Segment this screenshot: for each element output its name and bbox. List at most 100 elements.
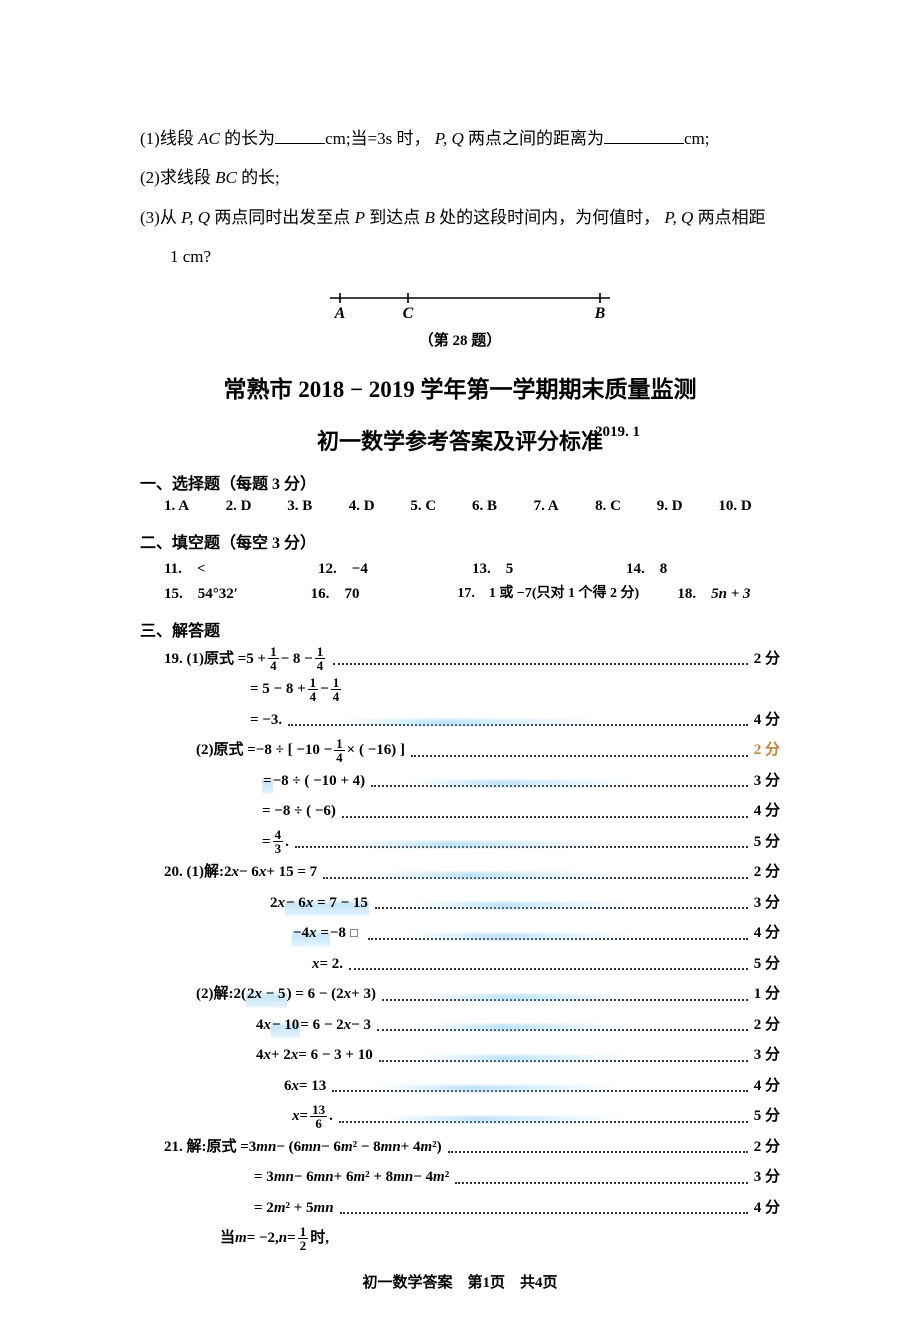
- score-20-1b: 3 分: [754, 889, 780, 918]
- q20-1-expr3: −4x = −8: [140, 919, 362, 948]
- p28-2-post: 的长;: [241, 168, 280, 187]
- dots: [371, 775, 748, 788]
- p28-line1: (1)线段 AC 的长为cm;当=3s 时， P, Q 两点之间的距离为cm;: [140, 120, 780, 157]
- square-marker-icon: [350, 929, 358, 937]
- q19-2-l4: = 43. 5 分: [140, 828, 780, 857]
- p28-3-var4: P, Q: [664, 208, 693, 227]
- q20-1-expr4: x = 2.: [140, 950, 343, 979]
- q19-2-label: (2)原式 =: [140, 736, 256, 765]
- score-19-2c: 4 分: [754, 797, 780, 826]
- score-20-2d: 4 分: [754, 1072, 780, 1101]
- page-container: (1)线段 AC 的长为cm;当=3s 时， P, Q 两点之间的距离为cm; …: [0, 0, 920, 1332]
- dots: [411, 744, 748, 757]
- q20-1-l4: x = 2. 5 分: [140, 950, 780, 979]
- blank-2: [604, 126, 684, 144]
- q19-2-expr2: = −8 ÷ ( −10 + 4): [140, 767, 365, 796]
- q19-2-l1: (2)原式 = −8 ÷ [ −10 − 14 × ( −16) ] 2 分: [140, 736, 780, 765]
- q19-2-expr3: = −8 ÷ ( −6): [140, 797, 336, 826]
- q19-2-l3: = −8 ÷ ( −6) 4 分: [140, 797, 780, 826]
- mc-2: 2. D: [226, 498, 288, 515]
- dots: [340, 1202, 748, 1215]
- fill-16: 16. 70: [311, 582, 458, 603]
- fill-18: 18. 5n + 3: [677, 582, 780, 603]
- q20-1-label: 20. (1)解:: [140, 858, 224, 887]
- q20-1-l3: −4x = −8 4 分: [140, 919, 780, 948]
- p28-1-unit2: cm;: [684, 129, 710, 148]
- p28-line2: (2)求线段 BC 的长;: [140, 159, 780, 196]
- p28-3-mid3: 处的这段时间内，为何值时，: [439, 208, 660, 227]
- p28-line4: 1 cm?: [140, 238, 780, 275]
- blank-1: [275, 126, 325, 144]
- score-20-2b: 2 分: [754, 1011, 780, 1040]
- q20-2-expr3: 4x + 2x = 6 − 3 + 10: [140, 1041, 373, 1070]
- mc-9: 9. D: [657, 498, 719, 515]
- page-footer: 初一数学答案 第1页 共4页: [140, 1271, 780, 1292]
- answer-title-2: 初一数学参考答案及评分标准: [317, 429, 603, 454]
- q21-expr1: 3mn − (6mn − 6m² − 8mn + 4m²): [249, 1133, 442, 1162]
- fill-row-2: 15. 54°32′ 16. 70 17. 1 或 −7(只对 1 个得 2 分…: [140, 582, 780, 603]
- dots: [379, 1049, 748, 1062]
- q19-1-l2: = 5 − 8 + 14 − 14: [140, 675, 780, 704]
- q20-2-l2: 4x − 10 = 6 − 2x − 3 2 分: [140, 1011, 780, 1040]
- q19-1-l1: 19. (1)原式 = 5 + 14 − 8 − 14 2 分: [140, 645, 780, 674]
- p28-1-mid2: 两点之间的距离为: [468, 129, 604, 148]
- answer-date: 2019. 1: [595, 424, 640, 441]
- p28-1-var1: AC: [198, 129, 220, 148]
- q21-l1: 21. 解:原式 = 3mn − (6mn − 6m² − 8mn + 4m²)…: [140, 1133, 780, 1162]
- score-19-1a: 2 分: [754, 645, 780, 674]
- mc-5: 5. C: [410, 498, 472, 515]
- q21-l3: = 2m² + 5mn 4 分: [140, 1194, 780, 1223]
- mc-7: 7. A: [534, 498, 596, 515]
- svg-text:A: A: [334, 305, 346, 322]
- score-21b: 3 分: [754, 1163, 780, 1192]
- fill-17: 17. 1 或 −7(只对 1 个得 2 分): [457, 582, 677, 603]
- q21-label: 21. 解:原式 =: [140, 1133, 249, 1162]
- p28-1-mid1: 的长为: [224, 129, 275, 148]
- q19-2-expr1: −8 ÷ [ −10 − 14 × ( −16) ]: [256, 736, 405, 765]
- q19-2-l2: = −8 ÷ ( −10 + 4) 3 分: [140, 767, 780, 796]
- number-line: A C B: [300, 284, 620, 322]
- q20-1-expr1: 2x − 6x + 15 = 7: [224, 858, 317, 887]
- q20-2-expr5: x = 136.: [140, 1102, 333, 1131]
- q19-1-expr3: = −3.: [140, 706, 282, 735]
- q19-2-expr4: = 43.: [140, 828, 289, 857]
- p28-3-post: 两点相距: [698, 208, 766, 227]
- score-20-1d: 5 分: [754, 950, 780, 979]
- mc-4: 4. D: [349, 498, 411, 515]
- score-19-2a: 2 分: [754, 736, 780, 765]
- mc-1: 1. A: [164, 498, 226, 515]
- score-20-2e: 5 分: [754, 1102, 780, 1131]
- q20-2-l1: (2)解: 2(2x − 5) = 6 − (2x + 3) 1 分: [140, 980, 780, 1009]
- q21-cond-expr: 当 m = −2, n = 12 时,: [140, 1224, 329, 1253]
- p28-3-mid2: 到达点: [369, 208, 420, 227]
- p28-1-unit1: cm;当=3s 时，: [325, 129, 430, 148]
- fill-11: 11. <: [164, 557, 318, 578]
- dots: [375, 897, 748, 910]
- score-20-2a: 1 分: [754, 980, 780, 1009]
- dots: [455, 1171, 748, 1184]
- q19-1-label: 19. (1)原式 =: [140, 645, 246, 674]
- dots: [377, 1019, 748, 1032]
- q20-2-expr1: 2(2x − 5) = 6 − (2x + 3): [234, 980, 376, 1009]
- dots: [332, 1080, 747, 1093]
- q21-expr3: = 2m² + 5mn: [140, 1194, 334, 1223]
- score-21c: 4 分: [754, 1194, 780, 1223]
- figure-28-caption: （第 28 题）: [140, 329, 780, 350]
- q20-1-l2: 2x − 6x = 7 − 15 3 分: [140, 889, 780, 918]
- score-19-2b: 3 分: [754, 767, 780, 796]
- q20-1-l1: 20. (1)解: 2x − 6x + 15 = 7 2 分: [140, 858, 780, 887]
- mc-6: 6. B: [472, 498, 534, 515]
- mc-3: 3. B: [287, 498, 349, 515]
- fill-13: 13. 5: [472, 557, 626, 578]
- dots: [342, 805, 748, 818]
- q21-cond: 当 m = −2, n = 12 时,: [140, 1224, 780, 1253]
- mc-10: 10. D: [718, 498, 780, 515]
- p28-2-pre: (2)求线段: [140, 168, 211, 187]
- p28-3-pre: (3)从: [140, 208, 177, 227]
- number-line-svg: A C B: [300, 284, 620, 322]
- q21-l2: = 3mn − 6mn + 6m² + 8mn − 4m² 3 分: [140, 1163, 780, 1192]
- fill-row-1: 11. < 12. −4 13. 5 14. 8: [140, 557, 780, 578]
- score-20-2c: 3 分: [754, 1041, 780, 1070]
- q20-2-l5: x = 136. 5 分: [140, 1102, 780, 1131]
- dots: [349, 958, 748, 971]
